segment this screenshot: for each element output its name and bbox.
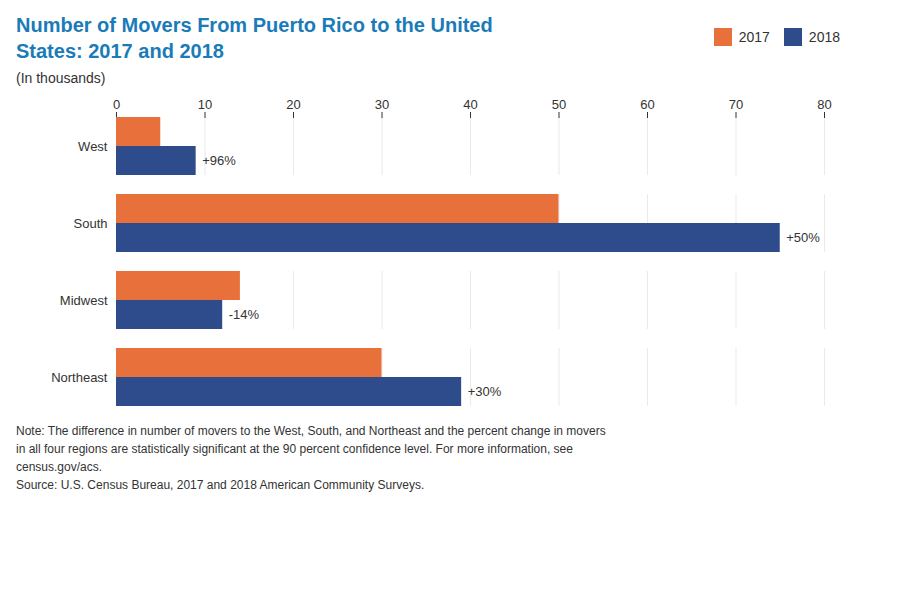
svg-text:Northeast: Northeast [51,370,108,385]
svg-text:60: 60 [640,97,654,112]
svg-text:10: 10 [198,97,212,112]
svg-text:20: 20 [286,97,300,112]
html-text:(In thousands): (In thousands) [16,70,106,86]
svg-text:West: West [78,139,108,154]
svg-text:-14%: -14% [229,307,260,322]
svg-text:+30%: +30% [468,384,502,399]
svg-text:70: 70 [729,97,743,112]
html-text:2017: 2017 [738,28,770,45]
svg-text:Midwest: Midwest [60,293,108,308]
svg-text:+50%: +50% [786,230,820,245]
svg-text:30: 30 [375,97,389,112]
svg-text:40: 40 [463,97,477,112]
svg-text:0: 0 [113,97,120,112]
svg-text:+96%: +96% [202,153,236,168]
svg-text:80: 80 [817,97,831,112]
svg-text:50: 50 [552,97,566,112]
html-text:Note: The difference in number: Note: The difference in number of movers… [16,424,606,492]
html-text:2018: 2018 [808,28,840,45]
html-text:Number of Movers From Puerto R: Number of Movers From Puerto Rico to the… [16,14,493,62]
svg-text:South: South [74,216,108,231]
